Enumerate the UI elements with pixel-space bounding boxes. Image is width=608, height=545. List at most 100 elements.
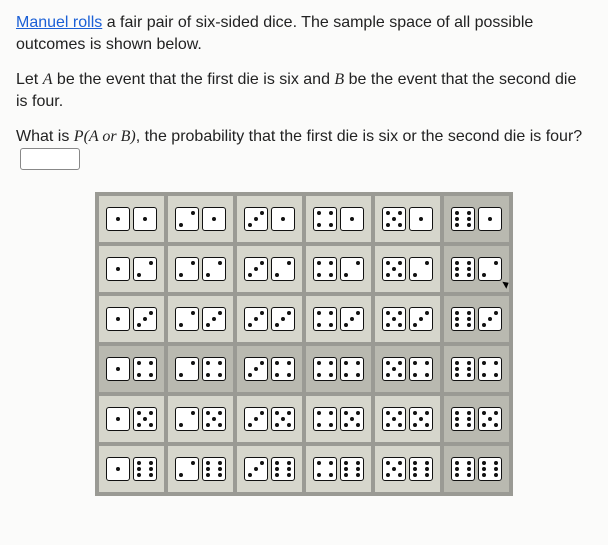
die-1 xyxy=(409,207,433,231)
die-5 xyxy=(409,407,433,431)
txt: Let xyxy=(16,71,43,88)
die-3 xyxy=(340,307,364,331)
die-5 xyxy=(382,407,406,431)
die-1 xyxy=(106,457,130,481)
die-2 xyxy=(478,257,502,281)
outcome-cell[interactable] xyxy=(306,246,371,292)
outcome-cell[interactable] xyxy=(375,296,440,342)
outcome-cell[interactable] xyxy=(306,446,371,492)
outcome-cell[interactable] xyxy=(99,396,164,442)
outcome-cell[interactable] xyxy=(444,296,509,342)
die-5 xyxy=(202,407,226,431)
outcome-cell[interactable] xyxy=(375,246,440,292)
die-5 xyxy=(133,407,157,431)
die-2 xyxy=(175,457,199,481)
die-2 xyxy=(271,257,295,281)
die-1 xyxy=(478,207,502,231)
die-3 xyxy=(244,207,268,231)
die-6 xyxy=(451,207,475,231)
outcome-cell[interactable] xyxy=(444,346,509,392)
outcome-cell[interactable] xyxy=(237,346,302,392)
die-3 xyxy=(244,457,268,481)
die-4 xyxy=(202,357,226,381)
die-6 xyxy=(478,457,502,481)
outcome-cell[interactable] xyxy=(237,196,302,242)
outcome-cell[interactable] xyxy=(99,196,164,242)
die-4 xyxy=(313,357,337,381)
die-2 xyxy=(409,257,433,281)
die-1 xyxy=(106,357,130,381)
die-6 xyxy=(451,257,475,281)
die-3 xyxy=(244,407,268,431)
die-4 xyxy=(409,357,433,381)
die-1 xyxy=(106,257,130,281)
die-1 xyxy=(271,207,295,231)
die-3 xyxy=(271,307,295,331)
die-4 xyxy=(271,357,295,381)
outcome-cell[interactable] xyxy=(444,196,509,242)
die-3 xyxy=(244,357,268,381)
die-6 xyxy=(133,457,157,481)
manuel-link[interactable]: Manuel rolls xyxy=(16,14,102,31)
die-4 xyxy=(313,407,337,431)
txt: be the event that the first die is six a… xyxy=(52,71,334,88)
outcome-cell[interactable] xyxy=(168,396,233,442)
outcome-cell[interactable] xyxy=(237,446,302,492)
outcome-cell[interactable] xyxy=(168,446,233,492)
die-3 xyxy=(409,307,433,331)
die-6 xyxy=(451,307,475,331)
prob-expr: P(A or B) xyxy=(74,128,136,145)
die-6 xyxy=(340,457,364,481)
outcome-cell[interactable] xyxy=(444,246,509,292)
outcome-cell[interactable] xyxy=(237,296,302,342)
die-4 xyxy=(313,207,337,231)
die-1 xyxy=(106,207,130,231)
die-4 xyxy=(133,357,157,381)
outcome-cell[interactable] xyxy=(168,346,233,392)
die-6 xyxy=(271,457,295,481)
definition-paragraph: Let A be the event that the first die is… xyxy=(16,69,592,112)
die-2 xyxy=(175,257,199,281)
intro-paragraph: Manuel rolls a fair pair of six-sided di… xyxy=(16,12,592,55)
outcome-cell[interactable] xyxy=(375,446,440,492)
die-5 xyxy=(340,407,364,431)
die-3 xyxy=(202,307,226,331)
outcome-cell[interactable] xyxy=(237,396,302,442)
outcome-cell[interactable] xyxy=(444,396,509,442)
die-2 xyxy=(133,257,157,281)
die-2 xyxy=(175,357,199,381)
outcome-cell[interactable] xyxy=(99,446,164,492)
outcome-cell[interactable] xyxy=(375,196,440,242)
die-5 xyxy=(382,307,406,331)
die-5 xyxy=(478,407,502,431)
die-1 xyxy=(133,207,157,231)
outcome-cell[interactable] xyxy=(375,396,440,442)
outcome-cell[interactable] xyxy=(306,346,371,392)
die-3 xyxy=(244,257,268,281)
die-5 xyxy=(382,457,406,481)
event-a: A xyxy=(43,71,53,88)
outcome-cell[interactable] xyxy=(306,296,371,342)
die-4 xyxy=(340,357,364,381)
die-4 xyxy=(313,257,337,281)
outcome-cell[interactable] xyxy=(306,196,371,242)
outcome-cell[interactable] xyxy=(168,296,233,342)
die-6 xyxy=(409,457,433,481)
die-4 xyxy=(478,357,502,381)
outcome-cell[interactable] xyxy=(168,196,233,242)
outcome-cell[interactable] xyxy=(99,346,164,392)
die-3 xyxy=(133,307,157,331)
outcome-cell[interactable] xyxy=(99,246,164,292)
outcome-cell[interactable] xyxy=(99,296,164,342)
outcome-cell[interactable] xyxy=(444,446,509,492)
die-3 xyxy=(244,307,268,331)
question-paragraph: What is P(A or B), the probability that … xyxy=(16,126,592,170)
answer-input[interactable] xyxy=(20,148,80,170)
outcome-cell[interactable] xyxy=(306,396,371,442)
outcome-cell[interactable] xyxy=(237,246,302,292)
outcome-cell[interactable] xyxy=(168,246,233,292)
outcome-cell[interactable] xyxy=(375,346,440,392)
die-3 xyxy=(478,307,502,331)
die-5 xyxy=(382,207,406,231)
die-5 xyxy=(382,357,406,381)
